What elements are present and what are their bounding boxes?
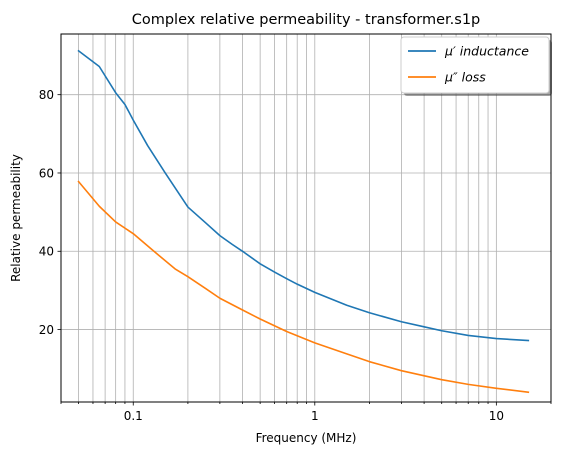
x-tick-label: 10 <box>489 409 504 423</box>
x-tick-label: 1 <box>311 409 319 423</box>
x-axis-label: Frequency (MHz) <box>256 431 357 445</box>
series-line-loss <box>77 180 530 394</box>
x-tick-label: 0.1 <box>124 409 143 423</box>
y-tick-label: 80 <box>39 88 54 102</box>
chart-title: Complex relative permeability - transfor… <box>132 12 481 28</box>
series-lines <box>77 49 530 394</box>
y-tick-label: 60 <box>39 166 54 180</box>
y-axis-label: Relative permeability <box>9 154 23 282</box>
plot-frame <box>60 33 552 403</box>
y-tick-label: 20 <box>39 323 54 337</box>
axis-ticks: 20 40 60 80 0.1 1 10 <box>39 88 552 423</box>
legend: μ′ inductance μ″ loss <box>400 36 552 96</box>
series-line-inductance <box>77 49 530 342</box>
legend-label-inductance: μ′ inductance <box>444 44 529 59</box>
legend-label-loss: μ″ loss <box>444 70 486 85</box>
y-tick-label: 40 <box>39 245 54 259</box>
legend-box <box>400 36 550 94</box>
grid <box>60 34 552 402</box>
